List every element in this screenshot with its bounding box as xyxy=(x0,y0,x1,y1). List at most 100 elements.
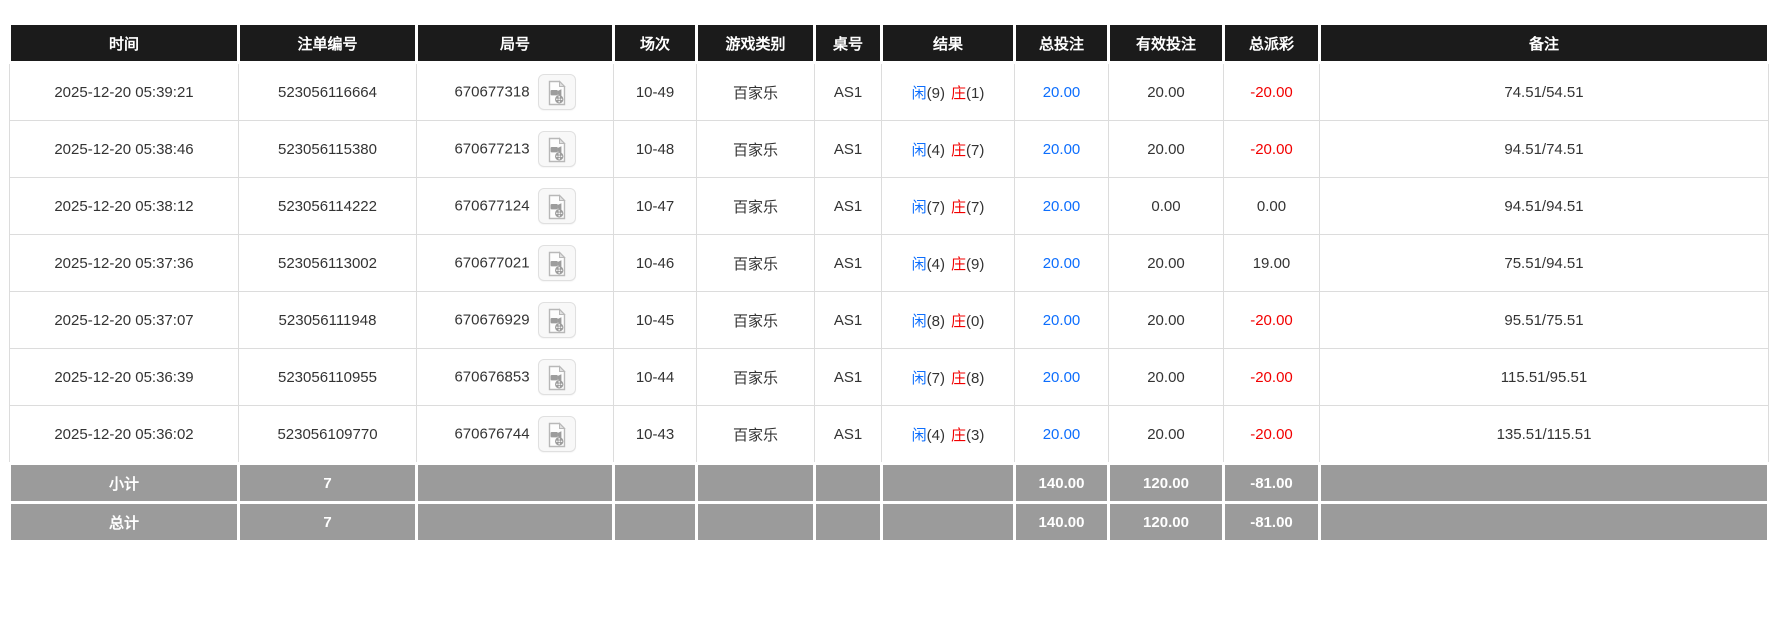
valid-bet-value: 20.00 xyxy=(1147,368,1185,386)
table-row: 2025-12-20 05:39:21 523056116664 6706773… xyxy=(9,62,1769,121)
cell-payout: 0.00 xyxy=(1223,177,1320,235)
session-value: 10-46 xyxy=(635,254,675,272)
result-banker-score: (9) xyxy=(966,255,985,273)
cell-table-no: AS1 xyxy=(814,234,882,292)
bet-id-value: 523056110955 xyxy=(278,368,377,386)
bet-id-value: 523056109770 xyxy=(277,425,378,443)
round-id-value: 670676929 xyxy=(454,311,530,329)
empty-cell xyxy=(612,501,698,543)
empty-cell xyxy=(1318,462,1770,504)
video-replay-button[interactable] xyxy=(537,416,576,452)
video-replay-button[interactable] xyxy=(537,131,576,167)
cell-table-no: AS1 xyxy=(814,177,882,235)
cell-result: 闲(4) 庄(9) xyxy=(881,234,1015,292)
video-file-icon xyxy=(548,307,566,333)
result-banker-score: (0) xyxy=(966,312,985,330)
cell-total-bet: 20.00 xyxy=(1014,120,1109,178)
cell-bet-id: 523056116664 xyxy=(238,62,417,121)
cell-remark: 75.51/94.51 xyxy=(1319,234,1769,292)
total-bet-link[interactable]: 20.00 xyxy=(1042,197,1081,215)
empty-cell xyxy=(415,462,615,504)
valid-bet-value: 20.00 xyxy=(1147,311,1185,329)
cell-payout: -20.00 xyxy=(1223,291,1320,349)
cell-session: 10-49 xyxy=(613,62,697,121)
game-type-value: 百家乐 xyxy=(732,141,778,159)
result-banker-label: 庄 xyxy=(951,312,967,330)
cell-session: 10-48 xyxy=(613,120,697,178)
table-no-value: AS1 xyxy=(833,425,863,443)
subtotal-row: 小计 7 140.00 120.00 -81.00 xyxy=(8,462,1770,504)
bet-records-table: 时间 注单编号 局号 场次 游戏类别 桌号 结果 总投注 有效投注 总派彩 备注… xyxy=(8,22,1770,543)
result-banker-score: (7) xyxy=(966,141,985,159)
cell-remark: 135.51/115.51 xyxy=(1319,405,1769,464)
col-header-result: 结果 xyxy=(880,22,1016,64)
bet-id-value: 523056111948 xyxy=(278,311,377,329)
total-bet-link[interactable]: 20.00 xyxy=(1042,254,1081,272)
result-banker-label: 庄 xyxy=(951,198,967,216)
video-replay-button[interactable] xyxy=(537,359,576,395)
total-bet-link[interactable]: 20.00 xyxy=(1042,83,1081,101)
cell-bet-id: 523056109770 xyxy=(238,405,417,464)
total-bet-link[interactable]: 20.00 xyxy=(1042,425,1081,443)
table-header: 时间 注单编号 局号 场次 游戏类别 桌号 结果 总投注 有效投注 总派彩 备注 xyxy=(8,22,1770,64)
round-id-value: 670676853 xyxy=(454,368,530,386)
result-player-label: 闲 xyxy=(911,198,927,216)
payout-value: -20.00 xyxy=(1250,83,1293,101)
table-row: 2025-12-20 05:36:39 523056110955 6706768… xyxy=(9,348,1769,406)
cell-remark: 95.51/75.51 xyxy=(1319,291,1769,349)
payout-value: 0.00 xyxy=(1256,197,1287,215)
video-replay-button[interactable] xyxy=(537,188,576,224)
cell-payout: -20.00 xyxy=(1223,120,1320,178)
result-banker-label: 庄 xyxy=(951,426,967,444)
payout-value: -20.00 xyxy=(1250,368,1293,386)
cell-remark: 94.51/94.51 xyxy=(1319,177,1769,235)
result-player-label: 闲 xyxy=(911,369,927,387)
table-no-value: AS1 xyxy=(833,311,863,329)
cell-time: 2025-12-20 05:38:12 xyxy=(9,177,239,235)
cell-bet-id: 523056111948 xyxy=(238,291,417,349)
video-replay-button[interactable] xyxy=(537,74,576,110)
cell-round: 670676744 xyxy=(416,405,614,464)
cell-bet-id: 523056114222 xyxy=(238,177,417,235)
video-replay-button[interactable] xyxy=(537,302,576,338)
grand-total-valid-bet: 120.00 xyxy=(1107,501,1225,543)
session-value: 10-45 xyxy=(635,311,675,329)
time-value: 2025-12-20 05:36:39 xyxy=(54,368,194,386)
session-value: 10-47 xyxy=(635,197,675,215)
cell-result: 闲(4) 庄(3) xyxy=(881,405,1015,464)
cell-total-bet: 20.00 xyxy=(1014,405,1109,464)
cell-time: 2025-12-20 05:36:39 xyxy=(9,348,239,406)
total-bet-link[interactable]: 20.00 xyxy=(1042,311,1081,329)
col-header-table-no: 桌号 xyxy=(813,22,883,64)
cell-valid-bet: 20.00 xyxy=(1108,291,1224,349)
cell-result: 闲(7) 庄(7) xyxy=(881,177,1015,235)
cell-time: 2025-12-20 05:37:36 xyxy=(9,234,239,292)
cell-remark: 115.51/95.51 xyxy=(1319,348,1769,406)
empty-cell xyxy=(612,462,698,504)
remark-value: 115.51/95.51 xyxy=(1500,368,1588,386)
grand-total-row: 总计 7 140.00 120.00 -81.00 xyxy=(8,501,1770,543)
table-no-value: AS1 xyxy=(833,83,863,101)
cell-table-no: AS1 xyxy=(814,405,882,464)
round-id-value: 670677213 xyxy=(454,140,530,158)
video-replay-button[interactable] xyxy=(537,245,576,281)
cell-game-type: 百家乐 xyxy=(696,120,815,178)
empty-cell xyxy=(813,501,883,543)
subtotal-label: 小计 xyxy=(8,462,240,504)
result-banker-label: 庄 xyxy=(951,141,967,159)
bet-id-value: 523056113002 xyxy=(278,254,377,272)
table-body: 2025-12-20 05:39:21 523056116664 6706773… xyxy=(9,62,1769,464)
total-bet-link[interactable]: 20.00 xyxy=(1042,140,1081,158)
game-type-value: 百家乐 xyxy=(732,312,778,330)
total-bet-link[interactable]: 20.00 xyxy=(1042,368,1081,386)
table-row: 2025-12-20 05:38:46 523056115380 6706772… xyxy=(9,120,1769,178)
table-footer: 小计 7 140.00 120.00 -81.00 总计 7 xyxy=(8,462,1770,543)
col-header-total-bet: 总投注 xyxy=(1013,22,1110,64)
game-type-value: 百家乐 xyxy=(732,84,778,102)
result-player-label: 闲 xyxy=(911,312,927,330)
valid-bet-value: 20.00 xyxy=(1147,140,1185,158)
cell-round: 670677213 xyxy=(416,120,614,178)
cell-total-bet: 20.00 xyxy=(1014,234,1109,292)
time-value: 2025-12-20 05:37:07 xyxy=(54,311,194,329)
remark-value: 135.51/115.51 xyxy=(1496,425,1592,443)
